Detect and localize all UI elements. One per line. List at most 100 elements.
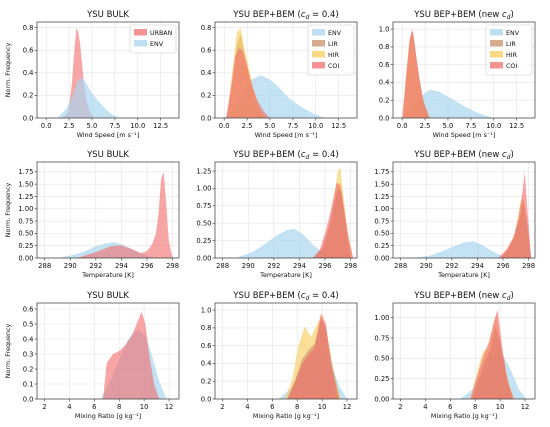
x-tick-label: 10 bbox=[496, 403, 505, 411]
y-tick-label: 0.00 bbox=[374, 395, 389, 403]
x-tick-label: 0.0 bbox=[219, 122, 230, 130]
y-tick-label: 0.5 bbox=[23, 320, 34, 328]
x-tick-label: 12 bbox=[521, 403, 530, 411]
y-tick-label: 0.25 bbox=[374, 242, 389, 250]
y-tick-label: 0.75 bbox=[18, 217, 33, 225]
subplot-6: 288 290 292 294 296 298 0.00 0.25 0.50 0.75 1.00 1.… bbox=[374, 150, 536, 279]
y-tick-label: 0.75 bbox=[196, 202, 211, 210]
legend-swatch-env bbox=[490, 29, 503, 36]
x-tick-label: 296 bbox=[141, 262, 154, 270]
y-tick-label: 0.00 bbox=[18, 254, 33, 262]
legend-label-lir: LIR bbox=[506, 41, 516, 48]
plot-frame bbox=[392, 302, 536, 400]
x-axis-label: Temperature [K] bbox=[437, 271, 490, 279]
x-tick-label: 10 bbox=[318, 403, 327, 411]
series-area-env bbox=[57, 77, 120, 118]
y-tick-label: 1.75 bbox=[374, 168, 389, 176]
y-axis-label: Norm. Frequency bbox=[4, 183, 12, 238]
x-tick-label: 7.5 bbox=[109, 122, 120, 130]
y-tick-label: 0.4 bbox=[23, 335, 34, 343]
y-tick-label: 0.00 bbox=[374, 254, 389, 262]
subplot-title: YSU BULK bbox=[86, 150, 129, 160]
legend-swatch-env bbox=[312, 29, 325, 36]
subplot-title: YSU BEP+BEM (new cd) bbox=[413, 150, 514, 161]
legend: ENV LIR HIR COI bbox=[485, 24, 533, 76]
x-tick-label: 7.5 bbox=[465, 122, 476, 130]
series-area-coi bbox=[312, 182, 354, 258]
y-axis-label: Norm. Frequency bbox=[4, 324, 12, 379]
series-area-urban bbox=[76, 171, 173, 258]
x-tick-label: 12 bbox=[165, 403, 174, 411]
y-tick-label: 0.2 bbox=[23, 365, 34, 373]
legend-swatch-lir bbox=[312, 40, 325, 47]
subplot-9: 2 4 6 8 10 12 0.00 0.25 0.50 0.75 1.00 YSU BEP+BEM … bbox=[374, 291, 536, 420]
x-tick-label: 5.0 bbox=[443, 122, 454, 130]
y-tick-label: 0.50 bbox=[196, 220, 211, 228]
x-axis-label: Temperature [K] bbox=[81, 271, 134, 279]
subplot-title: YSU BULK bbox=[86, 291, 129, 301]
legend-label-lir: LIR bbox=[328, 41, 338, 48]
x-tick-label: 294 bbox=[115, 262, 128, 270]
x-tick-label: 2.5 bbox=[420, 122, 431, 130]
legend-swatch-coi bbox=[490, 62, 503, 69]
y-tick-label: 0.6 bbox=[23, 305, 34, 313]
legend-label-hir: HIR bbox=[328, 52, 340, 59]
y-tick-label: 1.50 bbox=[18, 180, 33, 188]
y-tick-label: 0.75 bbox=[374, 217, 389, 225]
x-tick-label: 298 bbox=[344, 262, 357, 270]
x-axis-label: Temperature [K] bbox=[259, 271, 312, 279]
x-tick-label: 290 bbox=[420, 262, 433, 270]
y-tick-label: 1.0 bbox=[201, 306, 212, 314]
plot-frame bbox=[392, 21, 536, 119]
subplot-4: 288 290 292 294 296 298 0.00 0.25 0.50 0.75 1.00 1.… bbox=[4, 150, 180, 279]
x-tick-label: 12.5 bbox=[153, 122, 168, 130]
y-tick-label: 0.6 bbox=[379, 61, 390, 69]
x-tick-label: 290 bbox=[64, 262, 77, 270]
y-tick-label: 0.75 bbox=[374, 334, 389, 342]
subplot-title: YSU BEP+BEM (cd = 0.4) bbox=[232, 291, 338, 302]
x-tick-label: 4 bbox=[67, 403, 71, 411]
x-tick-label: 292 bbox=[267, 262, 280, 270]
y-tick-label: 0.1 bbox=[23, 380, 34, 388]
legend-swatch-coi bbox=[312, 62, 325, 69]
y-tick-label: 0.0 bbox=[23, 395, 34, 403]
x-tick-label: 290 bbox=[242, 262, 255, 270]
x-tick-label: 2 bbox=[398, 403, 402, 411]
plot-frame bbox=[214, 21, 358, 119]
y-tick-label: 1.75 bbox=[18, 168, 33, 176]
y-tick-label: 0.2 bbox=[379, 97, 390, 105]
subplot-3: 0.0 2.5 5.0 7.5 10.0 12.5 0.0 0.2 0.4 0.6 0.8 1.0 YS… bbox=[379, 10, 536, 139]
y-tick-label: 1.25 bbox=[196, 167, 211, 175]
y-tick-label: 1.50 bbox=[374, 180, 389, 188]
y-axis-label: Norm. Frequency bbox=[4, 43, 12, 98]
x-tick-label: 10 bbox=[140, 403, 149, 411]
subplot-title: YSU BEP+BEM (new cd) bbox=[413, 10, 514, 21]
y-tick-label: 0.0 bbox=[201, 114, 212, 122]
x-axis-label: Wind Speed [m s⁻¹] bbox=[255, 131, 318, 139]
x-axis-label: Mixing Ratio [g kg⁻¹] bbox=[253, 412, 319, 420]
series-area-coi bbox=[287, 313, 339, 399]
x-tick-label: 296 bbox=[319, 262, 332, 270]
legend-label-urban: URBAN bbox=[150, 30, 173, 37]
x-tick-label: 8 bbox=[295, 403, 299, 411]
x-tick-label: 12.5 bbox=[509, 122, 524, 130]
plot-frame bbox=[36, 21, 180, 119]
y-tick-label: 0.6 bbox=[23, 47, 34, 55]
subplot-7: 2 4 6 8 10 12 0.0 0.1 0.2 0.3 0.4 0.5 0.6 YSU BULK Mix… bbox=[4, 291, 180, 420]
legend-label-env: ENV bbox=[506, 30, 520, 37]
x-tick-label: 298 bbox=[522, 262, 535, 270]
series-area-env bbox=[413, 241, 510, 258]
series-area-coi bbox=[470, 309, 514, 399]
series-area-coi bbox=[225, 47, 270, 119]
legend-label-coi: COI bbox=[506, 63, 517, 70]
y-tick-label: 0.50 bbox=[374, 230, 389, 238]
plot-frame bbox=[36, 302, 180, 400]
x-tick-label: 288 bbox=[216, 262, 229, 270]
legend-swatch-hir bbox=[312, 51, 325, 58]
subplot-8: 2 4 6 8 10 12 0.0 0.2 0.4 0.6 0.8 1.0 YSU BEP+BEM (c… bbox=[201, 291, 358, 420]
subplot-title: YSU BEP+BEM (cd = 0.4) bbox=[232, 150, 338, 161]
series-area-urban bbox=[103, 312, 160, 399]
series-area-coi bbox=[497, 171, 532, 258]
legend-swatch-lir bbox=[490, 40, 503, 47]
legend: ENV LIR HIR COI bbox=[307, 24, 355, 76]
